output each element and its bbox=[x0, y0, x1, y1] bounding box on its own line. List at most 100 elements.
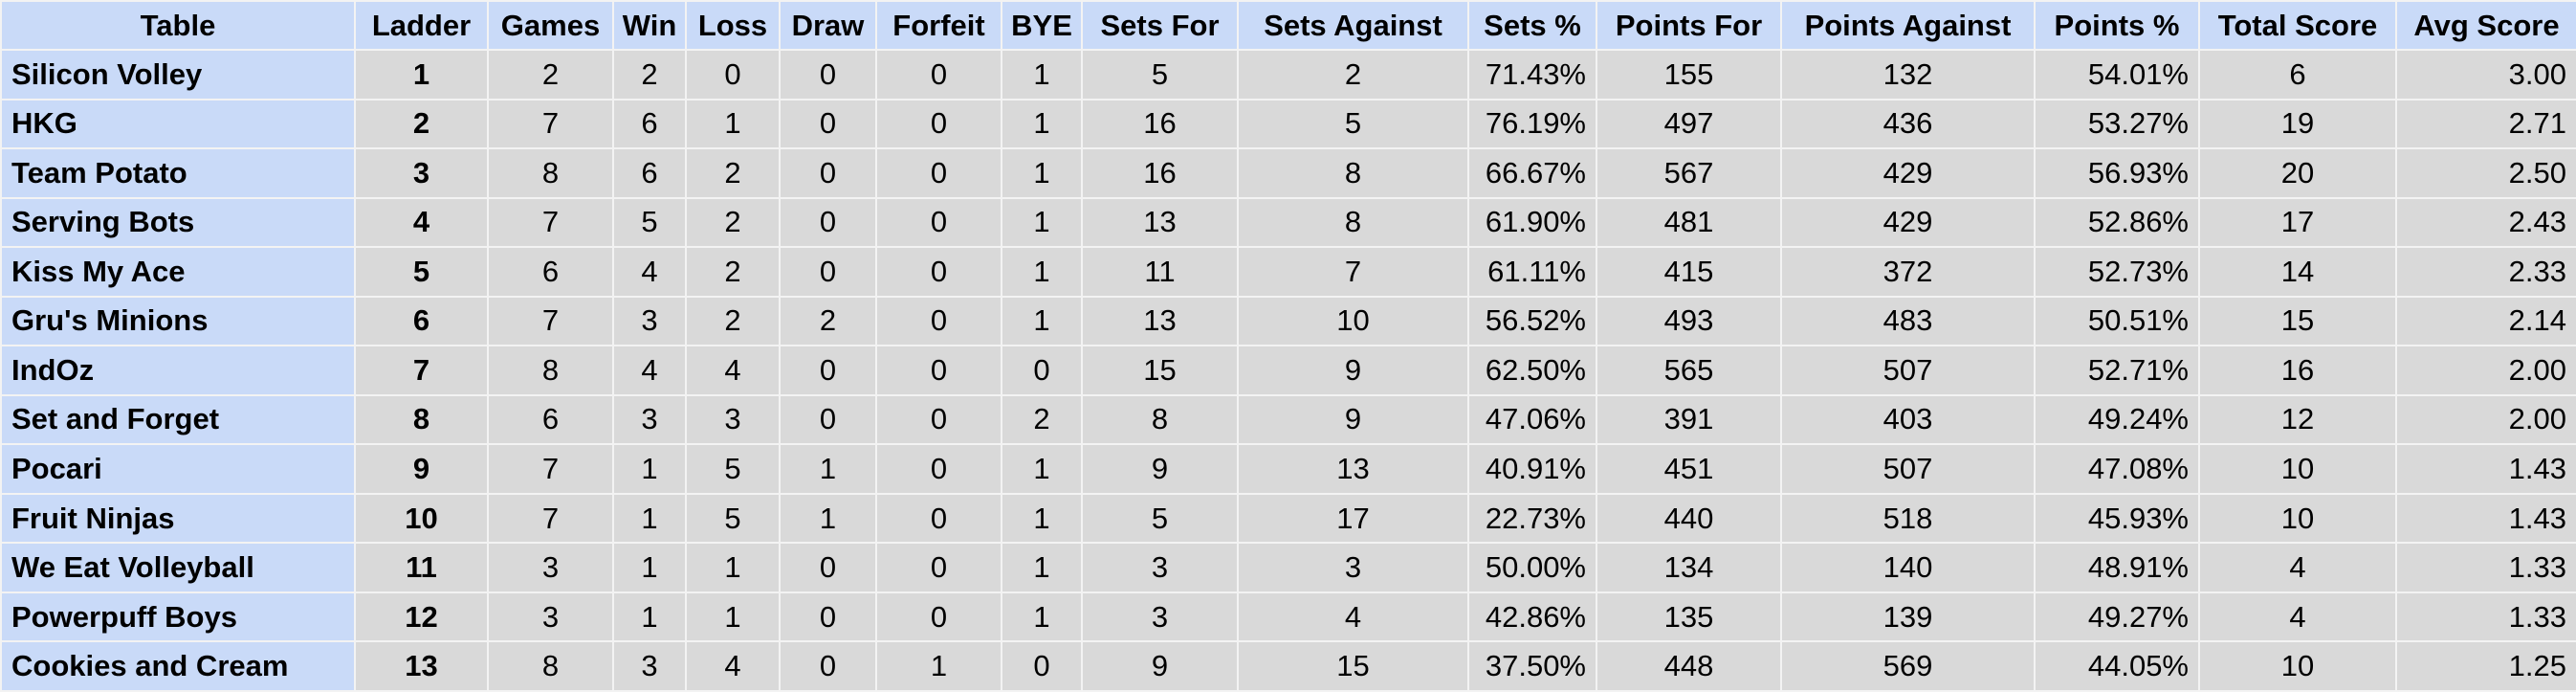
stat-cell: 1 bbox=[779, 443, 877, 495]
stat-cell: 6 bbox=[612, 98, 687, 150]
stat-cell: 62.50% bbox=[1467, 345, 1597, 396]
stat-cell: 54.01% bbox=[2034, 49, 2200, 100]
team-row: Serving Bots 4 7 5 2 0 0 1 13 8 61.90% 481 429 52.86%… bbox=[0, 196, 2576, 249]
stat-cell: 8 bbox=[1081, 393, 1239, 446]
stat-cell: 1 bbox=[685, 98, 781, 150]
ladder-rank: 11 bbox=[354, 542, 489, 593]
ladder-rank: 6 bbox=[354, 295, 489, 347]
stat-cell: 1 bbox=[612, 492, 687, 545]
column-header: Total Score bbox=[2198, 0, 2397, 51]
stat-cell: 3 bbox=[1081, 542, 1239, 593]
stat-cell: 6 bbox=[612, 147, 687, 199]
team-name: HKG bbox=[0, 98, 356, 150]
stat-cell: 52.73% bbox=[2034, 246, 2200, 298]
stat-cell: 13 bbox=[1081, 196, 1239, 249]
stat-cell: 8 bbox=[1237, 147, 1469, 199]
stat-cell: 17 bbox=[1237, 492, 1469, 545]
stat-cell: 3 bbox=[612, 640, 687, 692]
stat-cell: 1 bbox=[1001, 542, 1083, 593]
team-name: Powerpuff Boys bbox=[0, 591, 356, 643]
stat-cell: 16 bbox=[1081, 98, 1239, 150]
stat-cell: 15 bbox=[2198, 295, 2397, 347]
stat-cell: 1 bbox=[875, 640, 1002, 692]
ladder-rank: 1 bbox=[354, 49, 489, 100]
stat-cell: 132 bbox=[1780, 49, 2036, 100]
stat-cell: 3.00 bbox=[2395, 49, 2576, 100]
stat-cell: 0 bbox=[1001, 345, 1083, 396]
ladder-rank: 2 bbox=[354, 98, 489, 150]
stat-cell: 2 bbox=[685, 147, 781, 199]
stat-cell: 0 bbox=[875, 591, 1002, 643]
stat-cell: 0 bbox=[875, 443, 1002, 495]
stat-cell: 391 bbox=[1596, 393, 1782, 446]
stat-cell: 0 bbox=[685, 49, 781, 100]
ladder-rank: 10 bbox=[354, 492, 489, 545]
stat-cell: 0 bbox=[779, 542, 877, 593]
stat-cell: 4 bbox=[1237, 591, 1469, 643]
stat-cell: 2 bbox=[779, 295, 877, 347]
stat-cell: 1.43 bbox=[2395, 443, 2576, 495]
team-row: Cookies and Cream 13 8 3 4 0 1 0 9 15 37.50% 448 569… bbox=[0, 640, 2576, 692]
stat-cell: 0 bbox=[779, 246, 877, 298]
stat-cell: 1.25 bbox=[2395, 640, 2576, 692]
stat-cell: 76.19% bbox=[1467, 98, 1597, 150]
stat-cell: 403 bbox=[1780, 393, 2036, 446]
stat-cell: 2 bbox=[1001, 393, 1083, 446]
column-header: Ladder bbox=[354, 0, 489, 51]
stat-cell: 0 bbox=[875, 295, 1002, 347]
team-row: Gru's Minions 6 7 3 2 2 0 1 13 10 56.52% 493 483 50.5… bbox=[0, 295, 2576, 347]
stat-cell: 0 bbox=[779, 98, 877, 150]
stat-cell: 2.50 bbox=[2395, 147, 2576, 199]
stat-cell: 448 bbox=[1596, 640, 1782, 692]
stat-cell: 1 bbox=[1001, 492, 1083, 545]
team-row: Fruit Ninjas 10 7 1 5 1 0 1 5 17 22.73% 440 518 45.93… bbox=[0, 492, 2576, 545]
stat-cell: 2 bbox=[1237, 49, 1469, 100]
team-name: Serving Bots bbox=[0, 196, 356, 249]
stat-cell: 5 bbox=[1081, 49, 1239, 100]
column-header: Draw bbox=[779, 0, 877, 51]
column-header: Loss bbox=[685, 0, 781, 51]
stat-cell: 1 bbox=[1001, 147, 1083, 199]
stat-cell: 53.27% bbox=[2034, 98, 2200, 150]
team-name: Set and Forget bbox=[0, 393, 356, 446]
stat-cell: 1 bbox=[685, 542, 781, 593]
stat-cell: 50.00% bbox=[1467, 542, 1597, 593]
stat-cell: 2 bbox=[685, 246, 781, 298]
stat-cell: 440 bbox=[1596, 492, 1782, 545]
column-header: Avg Score bbox=[2395, 0, 2576, 51]
ladder-rank: 8 bbox=[354, 393, 489, 446]
stat-cell: 7 bbox=[487, 295, 614, 347]
stat-cell: 7 bbox=[1237, 246, 1469, 298]
stat-cell: 507 bbox=[1780, 443, 2036, 495]
stat-cell: 0 bbox=[1001, 640, 1083, 692]
team-row: HKG 2 7 6 1 0 0 1 16 5 76.19% 497 436 53.27% 19 2.71 bbox=[0, 98, 2576, 150]
stat-cell: 7 bbox=[487, 98, 614, 150]
stat-cell: 1 bbox=[612, 542, 687, 593]
stat-cell: 5 bbox=[685, 492, 781, 545]
stat-cell: 2.71 bbox=[2395, 98, 2576, 150]
team-name: Pocari bbox=[0, 443, 356, 495]
team-name: Cookies and Cream bbox=[0, 640, 356, 692]
stat-cell: 6 bbox=[487, 393, 614, 446]
stat-cell: 4 bbox=[685, 640, 781, 692]
stat-cell: 415 bbox=[1596, 246, 1782, 298]
stat-cell: 5 bbox=[685, 443, 781, 495]
stat-cell: 565 bbox=[1596, 345, 1782, 396]
stat-cell: 134 bbox=[1596, 542, 1782, 593]
stat-cell: 9 bbox=[1081, 443, 1239, 495]
stat-cell: 493 bbox=[1596, 295, 1782, 347]
stat-cell: 1 bbox=[1001, 49, 1083, 100]
stat-cell: 42.86% bbox=[1467, 591, 1597, 643]
column-header: Forfeit bbox=[875, 0, 1002, 51]
column-header: Points % bbox=[2034, 0, 2200, 51]
stat-cell: 0 bbox=[875, 98, 1002, 150]
stat-cell: 0 bbox=[875, 49, 1002, 100]
stat-cell: 140 bbox=[1780, 542, 2036, 593]
stat-cell: 8 bbox=[487, 147, 614, 199]
stat-cell: 436 bbox=[1780, 98, 2036, 150]
stat-cell: 1.43 bbox=[2395, 492, 2576, 545]
ladder-rank: 9 bbox=[354, 443, 489, 495]
stat-cell: 3 bbox=[612, 393, 687, 446]
stat-cell: 1 bbox=[1001, 196, 1083, 249]
